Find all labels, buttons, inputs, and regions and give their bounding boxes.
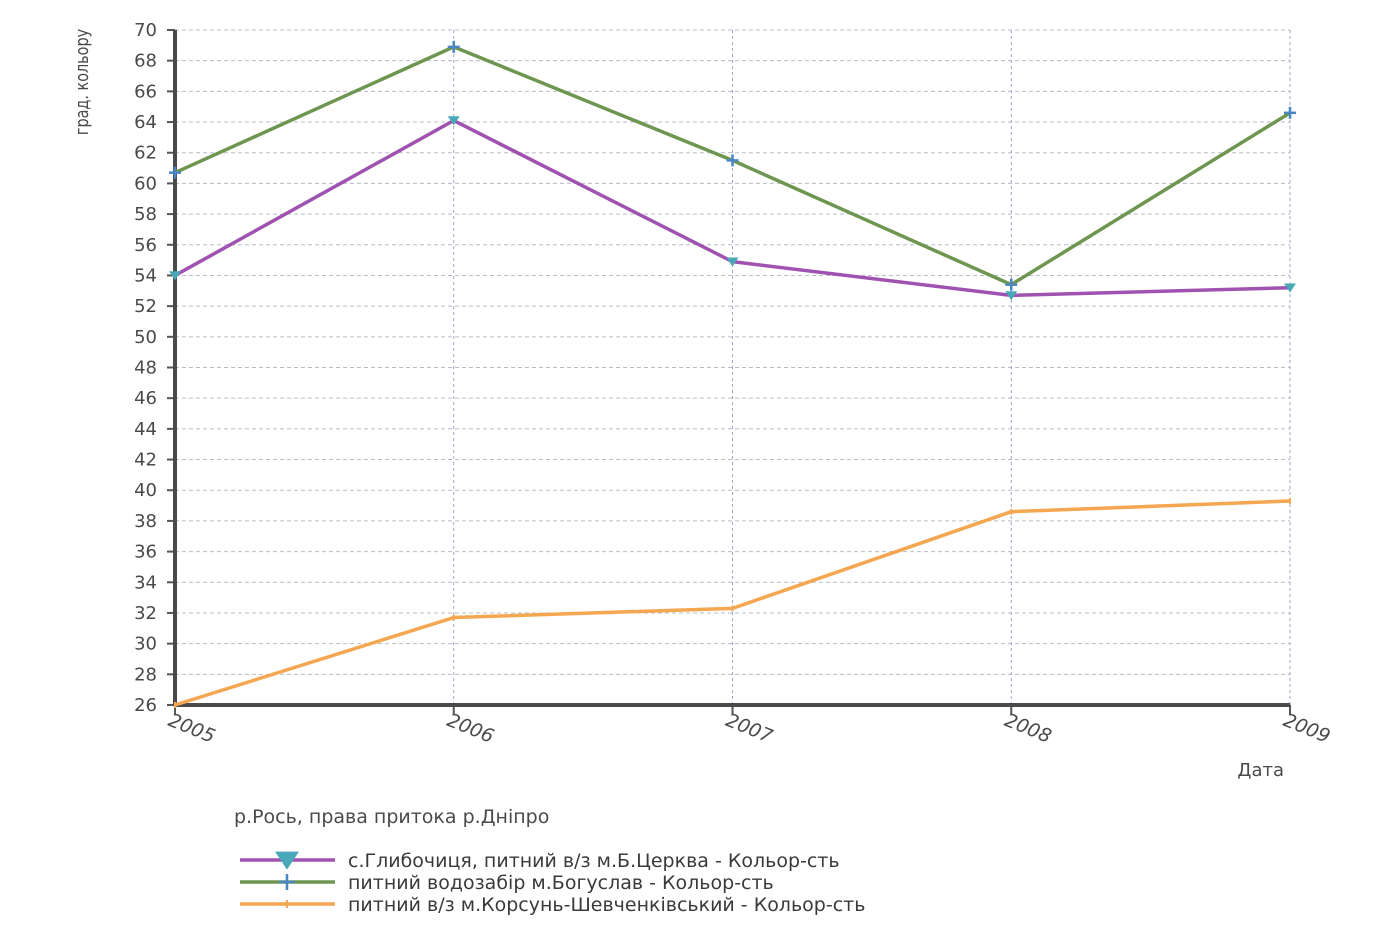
- chart: 26 28 30 32 34 36 38 40 42 44 46 48 50 52 54 56 58 60 62 64…: [0, 0, 1387, 945]
- y-tick-label: 38: [134, 511, 157, 532]
- y-tick-label: 64: [134, 112, 157, 133]
- series-2-point: [169, 167, 181, 179]
- y-tick-label: 70: [134, 20, 157, 41]
- y-tick-label: 54: [134, 265, 157, 286]
- y-tick-label: 60: [134, 173, 157, 194]
- series-2-point: [727, 154, 739, 166]
- y-tick-label: 44: [134, 419, 157, 440]
- y-tick-label: 66: [134, 81, 157, 102]
- x-tick-label: 2005: [165, 709, 218, 748]
- y-tick-label: 32: [134, 603, 157, 624]
- x-axis-title: Дата: [1237, 760, 1284, 781]
- legend-label: питний в/з м.Корсунь-Шевченківський - Ко…: [348, 894, 865, 916]
- x-tick-label: 2009: [1280, 709, 1333, 748]
- legend-label: с.Глибочиця, питний в/з м.Б.Церква - Кол…: [348, 850, 840, 872]
- legend-item-1: с.Глибочиця, питний в/з м.Б.Церква - Кол…: [240, 850, 840, 872]
- y-tick-label: 62: [134, 143, 157, 164]
- y-tick-label: 52: [134, 296, 157, 317]
- legend-item-3: питний в/з м.Корсунь-Шевченківський - Ко…: [240, 894, 865, 916]
- x-tick-label: 2007: [723, 709, 776, 748]
- y-tick-label: 36: [134, 542, 157, 563]
- y-axis-title: град. кольору: [71, 29, 92, 136]
- y-tick-label: 28: [134, 664, 157, 685]
- labels: град. кольору Дата р.Рось, права притока…: [71, 29, 1284, 828]
- y-tick-label: 34: [134, 572, 157, 593]
- legend-marker: [279, 874, 295, 890]
- line-chart: 26 28 30 32 34 36 38 40 42 44 46 48 50 52 54 56 58 60 62 64…: [0, 0, 1387, 945]
- y-tick-label: 56: [134, 235, 157, 256]
- grid: [175, 30, 1290, 705]
- y-tick-label: 42: [134, 450, 157, 471]
- y-tick-label: 30: [134, 634, 157, 655]
- chart-subtitle: р.Рось, права притока р.Дніпро: [234, 806, 549, 828]
- y-tick-label: 50: [134, 327, 157, 348]
- y-tick-label: 40: [134, 480, 157, 501]
- y-tick-label: 46: [134, 388, 157, 409]
- y-tick-label: 48: [134, 358, 157, 379]
- legend-label: питний водозабір м.Богуслав - Кольор-сть: [348, 872, 774, 894]
- x-tick-label: 2008: [1001, 709, 1054, 748]
- y-tick-label: 26: [134, 695, 157, 716]
- series-2-point: [448, 41, 460, 53]
- y-tick-label: 58: [134, 204, 157, 225]
- legend-item-2: питний водозабір м.Богуслав - Кольор-сть: [240, 872, 774, 894]
- axes: 26 28 30 32 34 36 38 40 42 44 46 48 50 52 54 56 58 60 62 64…: [134, 20, 1333, 748]
- x-tick-label: 2006: [444, 709, 497, 748]
- legend: с.Глибочиця, питний в/з м.Б.Церква - Кол…: [240, 850, 865, 916]
- y-tick-label: 68: [134, 51, 157, 72]
